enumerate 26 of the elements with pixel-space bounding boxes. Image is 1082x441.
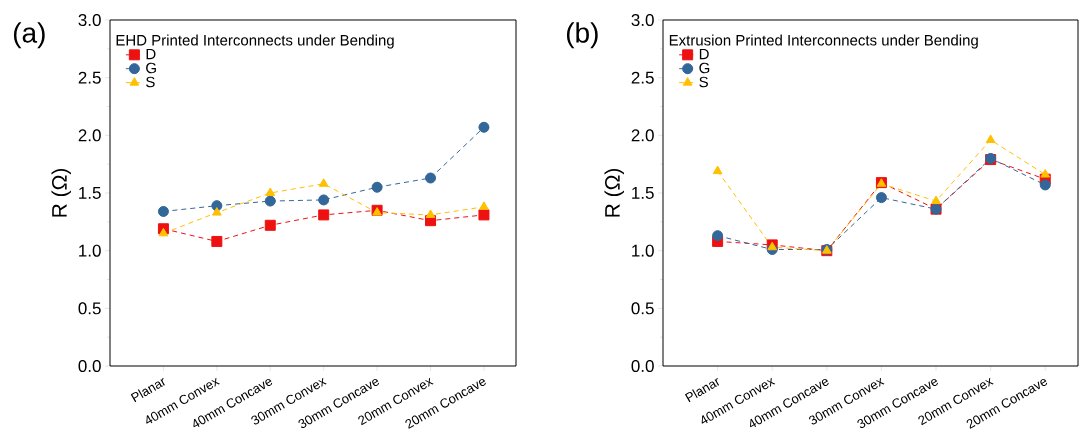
y-tick-label: 1.0 [79, 244, 101, 257]
text: (a) [13, 22, 45, 49]
y-tick-label: 0.0 [78, 359, 101, 373]
y-tick-label: 0.5 [631, 302, 654, 315]
y-tick-label: 2.0 [631, 129, 654, 142]
legend-title: Extrusion Printed Interconnects under Bending [669, 34, 978, 49]
legend-label: G [146, 62, 156, 74]
y-tick-label: 2.0 [78, 129, 101, 142]
y-tick-label: 1.5 [632, 187, 654, 199]
y-tick-label: 3.0 [78, 13, 101, 27]
legend-title: EHD Printed Interconnects under Bending [116, 34, 394, 49]
legend-label: S [699, 76, 708, 88]
y-tick-label: 2.5 [631, 71, 654, 84]
legend-label: D [699, 48, 709, 60]
y-tick-label: 2.5 [78, 71, 101, 84]
legend-label: S [146, 76, 155, 88]
y-axis-title: R (Ω) [604, 168, 625, 217]
legend-label: D [146, 48, 156, 60]
y-tick-label: 1.0 [632, 244, 654, 257]
y-tick-label: 3.0 [631, 13, 654, 27]
y-tick-label: 0.5 [78, 302, 101, 315]
y-tick-label: 0.0 [631, 359, 654, 373]
text: (b) [566, 22, 598, 49]
y-tick-label: 1.5 [79, 187, 101, 199]
legend-label: G [699, 62, 710, 74]
y-axis-title: R (Ω) [51, 168, 71, 217]
